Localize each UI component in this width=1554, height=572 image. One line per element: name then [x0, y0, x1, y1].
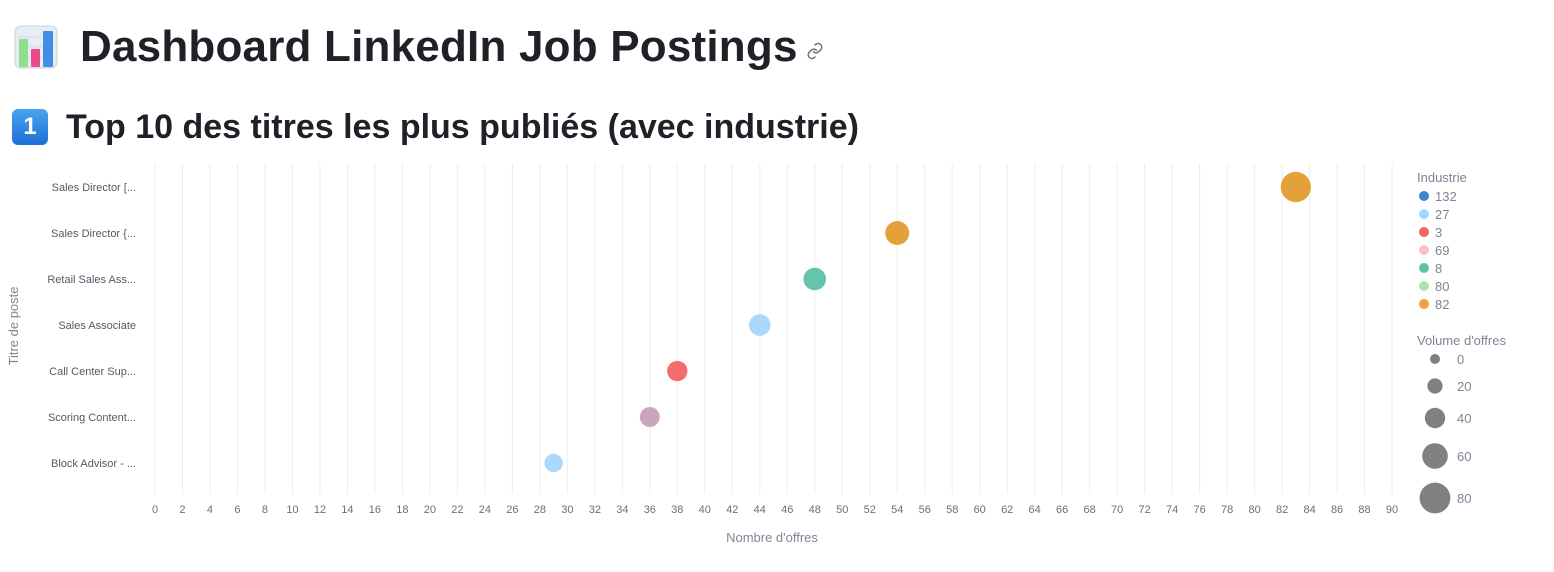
data-point: [639, 407, 660, 427]
data-point: [748, 314, 771, 336]
x-tick-label: 52: [864, 504, 876, 516]
y-tick-label: Sales Director {...: [51, 228, 136, 240]
x-tick-label: 6: [234, 504, 240, 516]
page-header: Dashboard LinkedIn Job Postings: [14, 22, 824, 72]
data-point: [667, 360, 688, 382]
x-tick-label: 40: [699, 504, 711, 516]
x-tick-label: 76: [1193, 504, 1205, 516]
legend-size-swatch: [1424, 407, 1446, 429]
x-tick-label: 48: [809, 504, 821, 516]
legend-size-label: 80: [1457, 491, 1471, 506]
legend-size-swatch: [1422, 443, 1448, 469]
data-point: [544, 453, 563, 473]
x-tick-label: 16: [369, 504, 381, 516]
x-tick-label: 56: [919, 504, 931, 516]
legend-size-swatch: [1427, 378, 1443, 394]
x-tick-label: 72: [1139, 504, 1151, 516]
y-tick-label: Sales Associate: [58, 320, 136, 332]
x-axis-title: Nombre d'offres: [726, 530, 818, 545]
scatter-chart: 0 2 4 6 8 10 12 14 16 18 20 22 24 26 28 30 32 34 36 38 40 42 4…: [6, 164, 1506, 545]
x-tick-label: 8: [262, 504, 268, 516]
legend-size-label: 60: [1457, 449, 1471, 464]
x-tick-label: 62: [1001, 504, 1013, 516]
legend-size-swatch: [1419, 482, 1451, 514]
x-tick-label: 34: [616, 504, 628, 516]
x-tick-label: 4: [207, 504, 213, 516]
x-tick-label: 0: [152, 504, 158, 516]
legend-color-title: Industrie: [1417, 170, 1467, 185]
y-tick-label: Call Center Sup...: [49, 366, 136, 378]
legend-size-label: 40: [1457, 411, 1471, 426]
legend-color-swatch: [1419, 263, 1429, 273]
legend-color-label: 82: [1435, 297, 1449, 312]
x-tick-label: 80: [1248, 504, 1260, 516]
x-tick-label: 30: [561, 504, 573, 516]
x-tick-label: 58: [946, 504, 958, 516]
x-tick-label: 12: [314, 504, 326, 516]
x-tick-label: 22: [451, 504, 463, 516]
section-header: 1 Top 10 des titres les plus publiés (av…: [12, 106, 859, 148]
x-tick-label: 78: [1221, 504, 1233, 516]
legend-color-swatch: [1419, 299, 1429, 309]
data-point: [885, 221, 910, 245]
x-tick-label: 50: [836, 504, 848, 516]
x-tick-label: 36: [644, 504, 656, 516]
data-point: [803, 267, 827, 291]
legend-size-swatch: [1430, 354, 1440, 364]
x-tick-label: 60: [974, 504, 986, 516]
legend-color-label: 3: [1435, 225, 1442, 240]
legend-color-swatch: [1419, 245, 1429, 255]
legend-color-label: 69: [1435, 243, 1449, 258]
legend-size-label: 20: [1457, 379, 1471, 394]
x-tick-label: 26: [506, 504, 518, 516]
y-tick-label: Retail Sales Ass...: [47, 274, 136, 286]
data-point: [1280, 171, 1311, 203]
x-tick-label: 86: [1331, 504, 1343, 516]
y-tick-label: Sales Director [...: [52, 182, 136, 194]
number-one-icon: 1: [12, 109, 48, 145]
legend-size-title: Volume d'offres: [1417, 333, 1506, 348]
y-tick-label: Scoring Content...: [48, 412, 136, 424]
legend-color-swatch: [1419, 227, 1429, 237]
x-tick-label: 44: [754, 504, 766, 516]
x-tick-label: 38: [671, 504, 683, 516]
x-tick-label: 2: [179, 504, 185, 516]
legend-color-swatch: [1419, 209, 1429, 219]
legend-color-swatch: [1419, 191, 1429, 201]
x-tick-label: 46: [781, 504, 793, 516]
legend-size-label: 0: [1457, 352, 1464, 367]
legend-color-label: 80: [1435, 279, 1449, 294]
x-tick-label: 64: [1029, 504, 1041, 516]
x-tick-label: 54: [891, 504, 903, 516]
legend-color-swatch: [1419, 281, 1429, 291]
section-title: Top 10 des titres les plus publiés (avec…: [66, 107, 859, 146]
x-tick-label: 82: [1276, 504, 1288, 516]
x-tick-label: 14: [341, 504, 353, 516]
legend-color-label: 27: [1435, 207, 1449, 222]
x-tick-label: 70: [1111, 504, 1123, 516]
x-tick-label: 32: [589, 504, 601, 516]
bar-chart-icon: [14, 25, 58, 69]
x-tick-label: 88: [1358, 504, 1370, 516]
x-tick-label: 20: [424, 504, 436, 516]
x-tick-label: 84: [1303, 504, 1315, 516]
x-tick-label: 18: [396, 504, 408, 516]
x-tick-label: 66: [1056, 504, 1068, 516]
x-tick-label: 42: [726, 504, 738, 516]
legend-color-label: 8: [1435, 261, 1442, 276]
legend-color-label: 132: [1435, 189, 1457, 204]
y-tick-label: Block Advisor - ...: [51, 458, 136, 470]
x-tick-label: 74: [1166, 504, 1178, 516]
x-tick-label: 68: [1084, 504, 1096, 516]
x-tick-label: 24: [479, 504, 491, 516]
link-icon[interactable]: [806, 42, 824, 60]
x-tick-label: 90: [1386, 504, 1398, 516]
x-tick-label: 28: [534, 504, 546, 516]
y-axis-title: Titre de poste: [6, 286, 21, 365]
page-title: Dashboard LinkedIn Job Postings: [80, 22, 798, 71]
x-tick-label: 10: [286, 504, 298, 516]
